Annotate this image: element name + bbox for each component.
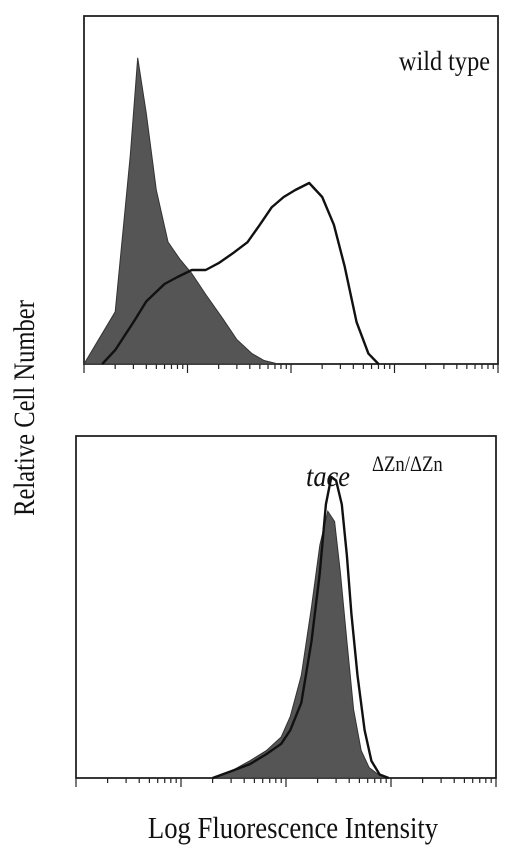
plot-frame [75,435,497,779]
panel-label: wild type [399,46,490,76]
y-axis-label: Relative Cell Number [8,300,41,516]
panel-label-superscript: ΔZn/ΔZn [372,453,443,477]
histogram-filled-series [83,57,279,365]
x-axis-label: Log Fluorescence Intensity [148,811,439,845]
panels: wild type tace ΔZn/ΔZn [75,15,499,787]
histogram-outline-series [101,181,380,365]
panel-label: tace [306,461,350,494]
histogram-outline-series [212,475,390,780]
panel-1: wild type [83,15,499,373]
histogram-filled-series [212,509,387,779]
panel-2: tace ΔZn/ΔZn [75,435,497,787]
